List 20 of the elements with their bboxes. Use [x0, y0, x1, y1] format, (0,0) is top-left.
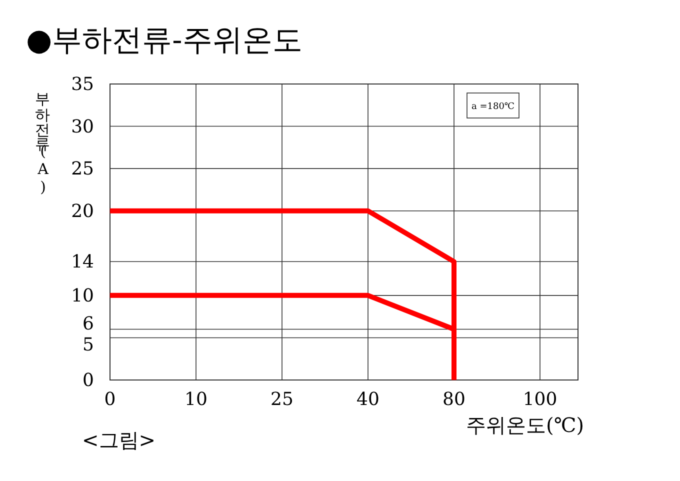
x-tick-label: 100 — [522, 389, 558, 410]
x-tick-label: 40 — [356, 389, 380, 410]
y-tick-label: 0 — [82, 370, 94, 391]
annotation: a =180℃ — [471, 102, 515, 112]
y-tick-label: 5 — [82, 334, 94, 356]
x-tick-label: 80 — [442, 389, 466, 410]
x-tick-label: 10 — [184, 389, 208, 410]
y-tick-label: 20 — [71, 200, 94, 222]
text: <그림> — [82, 428, 156, 452]
x-tick-label: 0 — [104, 389, 116, 410]
y-tick-label: 6 — [82, 313, 94, 334]
y-tick-label: 35 — [71, 74, 94, 95]
x-axis-title: 주위온도(℃) — [466, 413, 584, 437]
y-tick-label: 14 — [71, 252, 94, 273]
y-tick-label: 25 — [71, 158, 94, 180]
y-tick-label: 10 — [71, 285, 94, 306]
chart-title: ●부하전류-주위온도 — [26, 23, 302, 58]
y-tick-label: 30 — [71, 116, 94, 138]
y-axis-title: 부하전류(A) — [34, 82, 52, 196]
x-tick-label: 25 — [270, 389, 294, 410]
